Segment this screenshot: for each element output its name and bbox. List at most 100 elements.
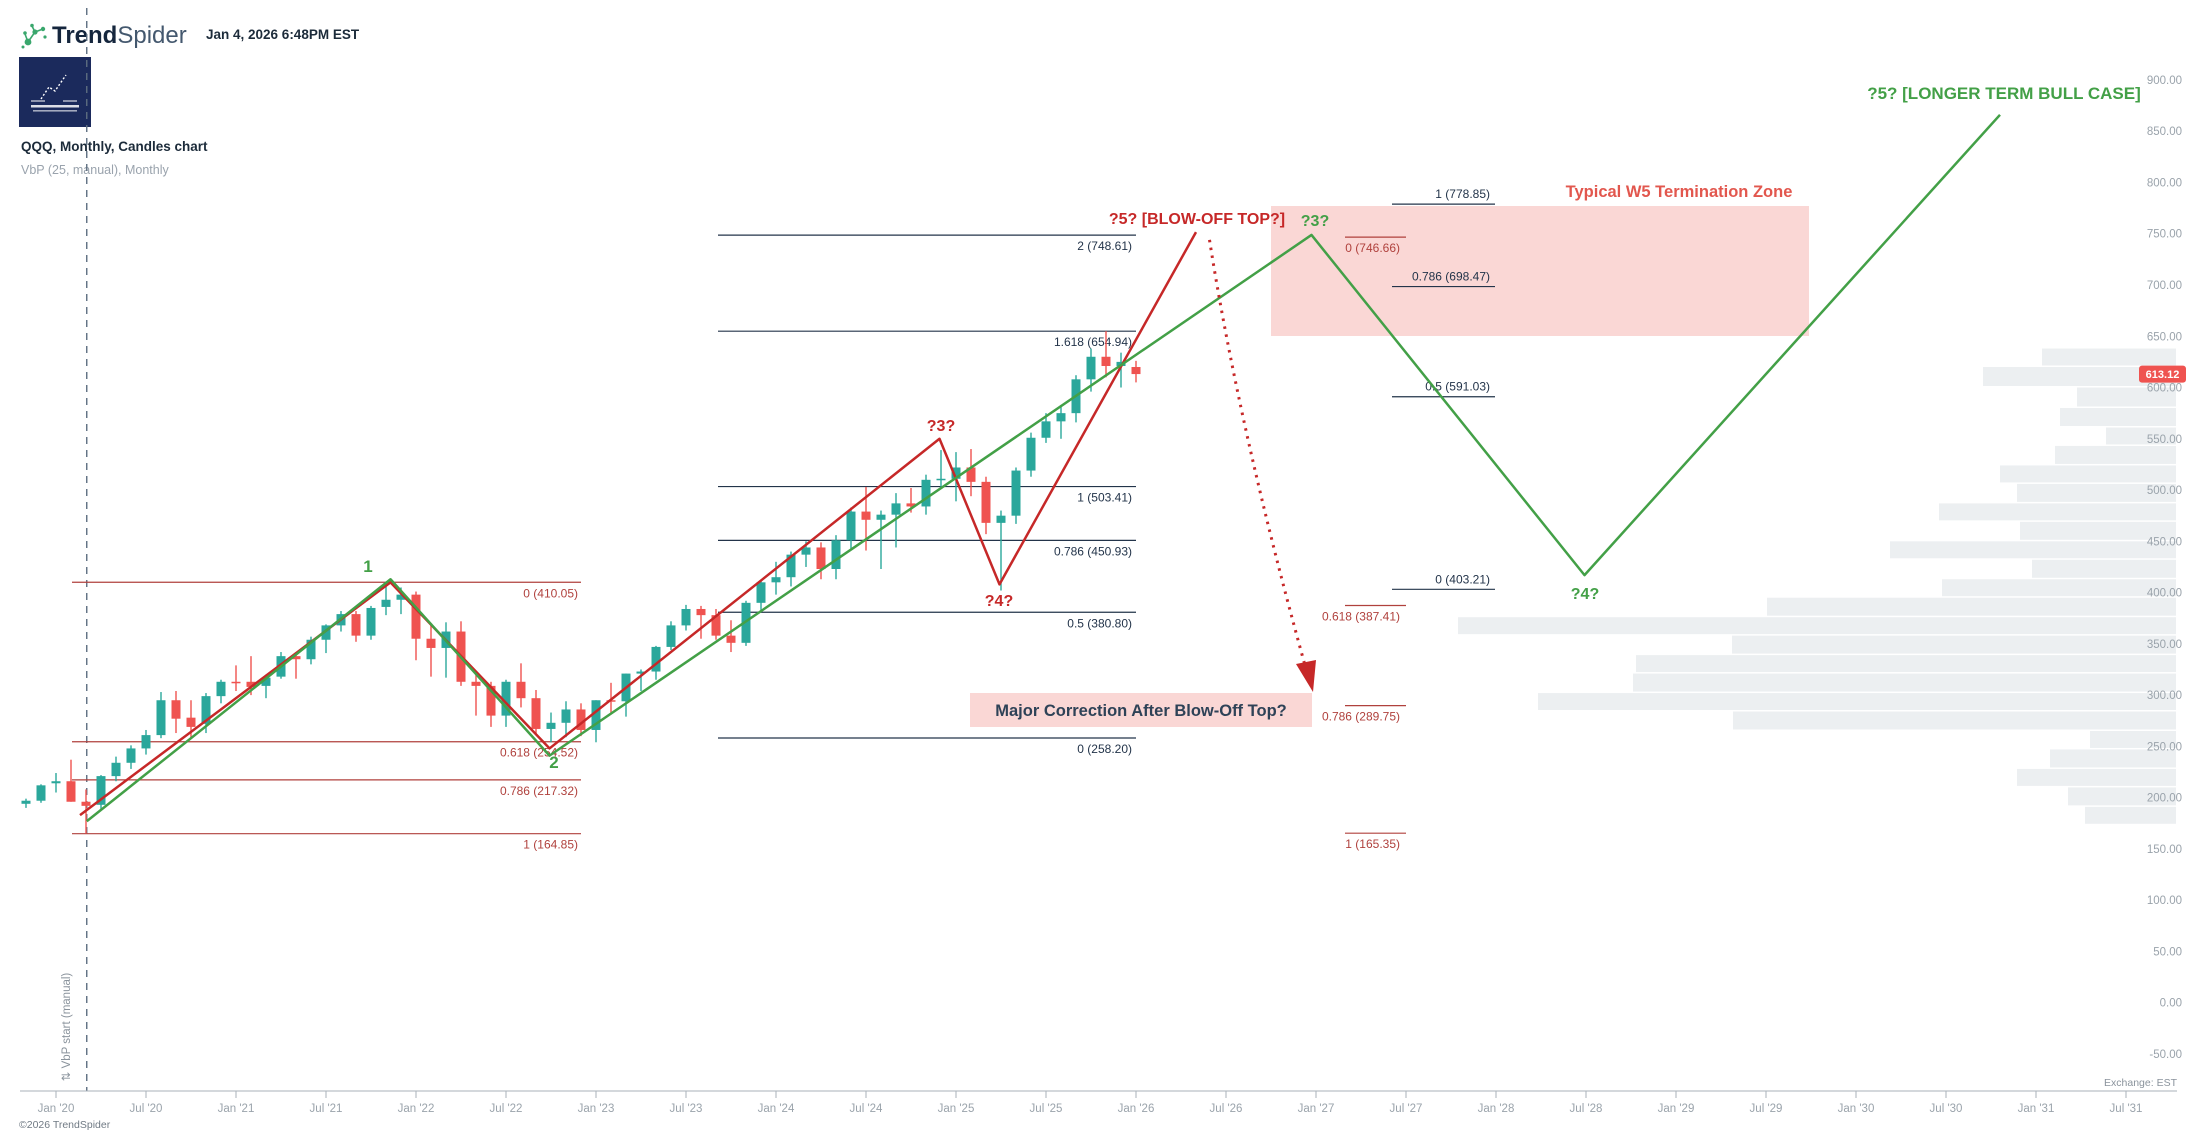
price-axis[interactable]: 900.00 850.00 800.00 750.00 700.00 650.00 600.… [2147, 75, 2182, 1061]
price-tick-label: 100.00 [2147, 895, 2182, 907]
wave-label: ?4? [1571, 586, 1599, 603]
time-tick-label: Jul '20 [130, 1103, 163, 1115]
candle-body [921, 479, 931, 507]
fib-label: 0.786 (217.32) [500, 784, 578, 798]
candle-body [996, 515, 1006, 523]
candle-body [936, 478, 946, 481]
last-price-value: 613.12 [2146, 369, 2180, 381]
volume-bar [2017, 768, 2176, 786]
fib-wave3[interactable]: 2 (748.61) 1.618 (654.94) 1 (503.41) 0.786 … [718, 234, 1136, 756]
fib-label: 0 (258.20) [1077, 742, 1132, 756]
candle-body [1101, 356, 1111, 366]
wave-label: 2 [549, 753, 558, 772]
volume-bar [2055, 445, 2176, 464]
time-axis[interactable]: Jan '20 Jul '20 Jan '21 Jul '21 Jan '22 Jul '… [20, 1090, 2177, 1115]
candle-body [531, 698, 541, 729]
price-tick-label: 500.00 [2147, 485, 2182, 497]
time-tick-label: Jul '24 [850, 1103, 883, 1115]
fib-wave1[interactable]: 0 (410.05) 0.618 (254.52) 0.786 (217.32) 1 … [72, 581, 581, 852]
volume-bar [1939, 503, 2176, 521]
candle-body [651, 646, 661, 672]
time-tick-label: Jan '30 [1838, 1103, 1875, 1115]
candle-body [1131, 367, 1141, 375]
candle-body [321, 625, 331, 640]
fib-label: 1 (165.35) [1345, 837, 1400, 851]
price-tick-label: 550.00 [2147, 434, 2182, 446]
candle-body [186, 717, 196, 727]
candle-body [291, 656, 301, 660]
candle-body [876, 514, 886, 520]
fib-label: 0.5 (380.80) [1067, 616, 1132, 630]
candle-body [516, 681, 526, 699]
copyright: ©2026 TrendSpider [19, 1119, 111, 1131]
major-correction-label-bg [970, 693, 1312, 727]
volume-bar [2090, 730, 2176, 748]
time-tick-label: Jul '27 [1390, 1103, 1423, 1115]
correction-arrowhead [1296, 660, 1316, 692]
candle-body [861, 511, 871, 520]
fib-wave5-proj[interactable]: 1 (778.85) 0.786 (698.47) 0.5 (591.03) 0 (4… [1392, 187, 1495, 590]
fib-label: 1 (503.41) [1077, 491, 1132, 505]
candle-body [831, 540, 841, 569]
wave-label: ?5? [BLOW-OFF TOP?] [1109, 211, 1285, 228]
candle-body [381, 599, 391, 607]
fib-label: 0.786 (289.75) [1322, 710, 1400, 724]
price-tick-label: 50.00 [2153, 946, 2182, 958]
price-tick-label: 250.00 [2147, 741, 2182, 753]
candle-body [366, 607, 376, 636]
candle-body [576, 709, 586, 730]
volume-bar [2085, 806, 2176, 824]
w5-termination-zone [1271, 206, 1809, 336]
volume-bar [2077, 387, 2176, 407]
bear-wave-path[interactable] [79, 231, 1198, 817]
price-tick-label: 800.00 [2147, 177, 2182, 189]
price-tick-label: 650.00 [2147, 331, 2182, 343]
fib-label: 1 (778.85) [1435, 187, 1490, 201]
price-tick-label: 400.00 [2147, 588, 2182, 600]
time-tick-label: Jan '25 [938, 1103, 975, 1115]
candle-body [981, 481, 991, 523]
bull-wave-path[interactable] [85, 113, 2001, 823]
candle-body [261, 677, 271, 686]
time-tick-label: Jan '28 [1478, 1103, 1515, 1115]
candle-body [36, 785, 46, 801]
brand-logo: TrendSpider [52, 22, 187, 49]
candle-body [726, 635, 736, 643]
fib-label: 0.618 (387.41) [1322, 609, 1400, 623]
candle-body [351, 614, 361, 636]
price-tick-label: -50.00 [2149, 1049, 2182, 1061]
price-tick-label: 750.00 [2147, 229, 2182, 241]
volume-bar [2032, 559, 2176, 578]
wave-label: ?4? [985, 593, 1013, 610]
candle-body [141, 735, 151, 749]
fib-label: 0.5 (591.03) [1425, 380, 1490, 394]
price-tick-label: 700.00 [2147, 280, 2182, 292]
wave-label: ?3? [927, 418, 955, 435]
time-tick-label: Jan '27 [1298, 1103, 1335, 1115]
time-tick-label: Jan '20 [38, 1103, 75, 1115]
volume-bar [2017, 483, 2176, 502]
fib-label: 0.786 (698.47) [1412, 270, 1490, 284]
correction-arrow[interactable] [1208, 239, 1309, 673]
volume-bar [1458, 617, 2176, 635]
volume-bar [2068, 787, 2176, 806]
fib-label: 0.786 (450.93) [1054, 544, 1132, 558]
volume-bar [2000, 465, 2176, 483]
time-tick-label: Jan '31 [2018, 1103, 2055, 1115]
candle-body [171, 700, 181, 719]
time-tick-label: Jul '21 [310, 1103, 343, 1115]
indicator-label[interactable]: VbP (25, manual), Monthly [21, 163, 169, 177]
volume-bar [1767, 597, 2176, 616]
candle-body [111, 762, 121, 777]
volume-bar [2050, 749, 2176, 768]
volume-bar [2020, 521, 2176, 540]
candle-body [696, 608, 706, 616]
qqq-logo [19, 57, 91, 127]
candle-body [1056, 413, 1066, 422]
fib-correction[interactable]: 0 (746.66) 0.618 (387.41) 0.786 (289.75) 1 … [1322, 236, 1406, 851]
candle-body [681, 608, 691, 626]
candle-body [66, 781, 76, 802]
candle-body [756, 582, 766, 603]
